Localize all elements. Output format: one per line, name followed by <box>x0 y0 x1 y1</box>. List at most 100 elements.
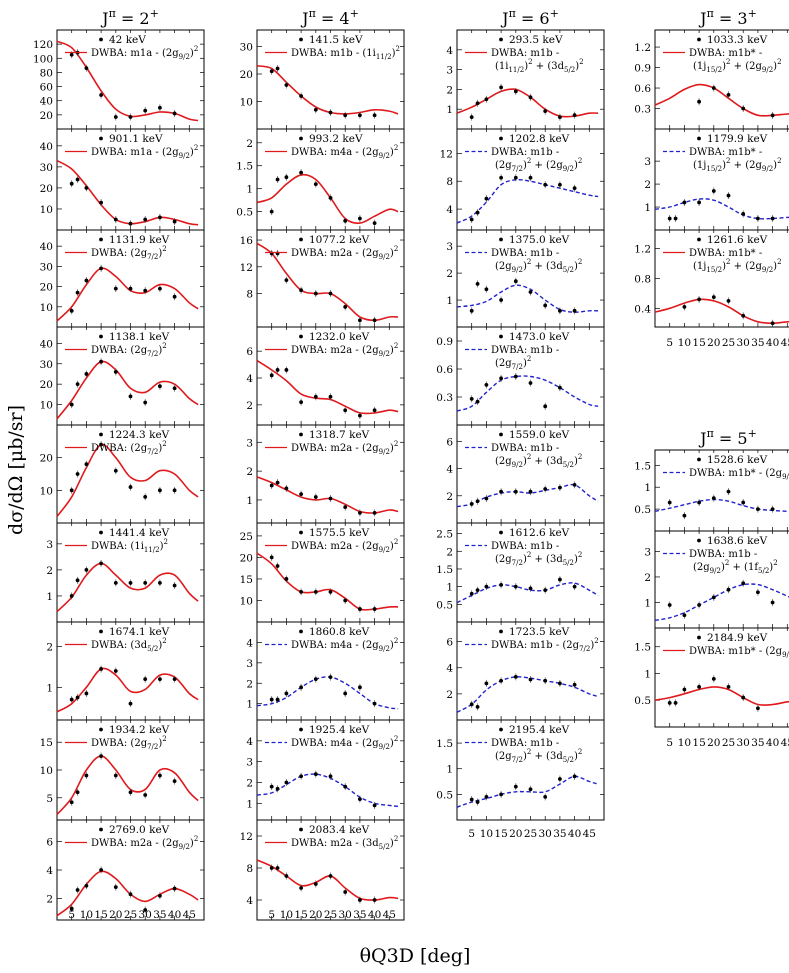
legend-dot <box>99 530 103 535</box>
x-tick-label: 10 <box>678 337 691 349</box>
fit-curve <box>56 360 199 420</box>
legend-dot <box>697 237 701 242</box>
model-label: DWBA: m1b* - (2g9/2)2 <box>689 465 789 481</box>
model-label: DWBA: m2a - (2g9/2)2 <box>291 342 398 358</box>
fit-curve <box>456 775 599 808</box>
data-point <box>726 193 731 198</box>
x-tick-label: 10 <box>80 909 93 921</box>
data-point <box>113 669 118 673</box>
model-label: DWBA: m2a - (2g9/2)2 <box>91 835 198 851</box>
data-point <box>313 394 318 399</box>
data-point <box>158 893 162 898</box>
data-point <box>269 69 274 74</box>
data-point <box>299 886 303 890</box>
y-tick-label: 20 <box>40 110 53 122</box>
y-tick-label: 20 <box>240 69 253 81</box>
y-tick-label: 12 <box>240 262 253 274</box>
x-tick-label: 40 <box>168 909 181 921</box>
data-point <box>682 687 687 692</box>
data-point <box>572 774 577 779</box>
model-label: DWBA: m1b - (1i11/2)2 <box>291 45 400 61</box>
y-tick-label: 1 <box>644 482 651 494</box>
data-point <box>113 115 118 119</box>
y-tick-label: 4 <box>246 736 253 748</box>
data-point <box>484 97 489 102</box>
data-point <box>284 486 289 491</box>
data-point <box>741 500 746 505</box>
data-point <box>513 89 518 94</box>
data-point <box>528 677 533 682</box>
y-tick-label: 20 <box>40 282 53 294</box>
y-tick-label: 4 <box>446 204 453 216</box>
x-tick-label: 30 <box>737 337 750 349</box>
data-point <box>143 908 148 912</box>
data-point <box>269 483 274 488</box>
model-label: DWBA: m1b* - (2g9/2)2 <box>689 643 789 659</box>
y-tick-label: 1 <box>246 798 253 810</box>
data-point <box>756 507 760 512</box>
data-point <box>697 200 701 205</box>
data-point <box>484 795 489 799</box>
data-point <box>158 286 162 291</box>
y-tick-label: 3 <box>46 539 53 551</box>
legend-dot <box>99 629 103 634</box>
data-point <box>284 368 289 372</box>
data-point <box>682 304 687 309</box>
energy-label: 1179.9 keV <box>707 133 768 145</box>
x-tick-label: 5 <box>268 909 275 921</box>
data-point <box>558 182 562 187</box>
y-tick-label: 2 <box>246 400 253 412</box>
model-label: (2g7/2)2 <box>495 355 531 371</box>
panel: 1 2 3 1375.0 keV DWBA: m1b -(2g9/2)2 + (3d5/… <box>446 229 605 328</box>
energy-label: 1612.6 keV <box>509 527 570 539</box>
data-point <box>484 496 489 501</box>
data-point <box>299 400 303 405</box>
data-point <box>770 507 775 512</box>
y-tick-label: 0.4 <box>634 303 651 315</box>
data-point <box>499 85 503 90</box>
data-point <box>711 595 716 600</box>
y-tick-label: 3 <box>644 156 651 168</box>
data-point <box>343 598 348 603</box>
y-tick-label: 4 <box>446 663 453 675</box>
data-point <box>343 408 348 413</box>
legend-dot <box>499 37 503 42</box>
model-label: (2g9/2)2 + (3d5/2)2 <box>495 258 582 274</box>
y-tick-label: 3 <box>644 546 651 558</box>
x-tick-label: 45 <box>583 828 596 840</box>
x-tick-label: 20 <box>109 909 122 921</box>
data-point <box>99 667 103 671</box>
y-tick-label: 1 <box>644 597 651 609</box>
y-tick-label: 4 <box>446 464 453 476</box>
x-tick-label: 5 <box>468 828 475 840</box>
data-point <box>313 589 318 594</box>
data-point <box>172 386 177 391</box>
energy-label: 901.1 keV <box>109 133 163 145</box>
y-tick-label: 1 <box>644 202 651 214</box>
fit-curve <box>654 198 789 220</box>
y-tick-label: 4 <box>446 45 453 57</box>
data-point <box>682 613 687 618</box>
y-tick-label: 4 <box>246 373 253 385</box>
y-tick-label: 0.5 <box>436 789 453 801</box>
data-point <box>128 581 133 585</box>
data-point <box>770 600 775 605</box>
energy-label: 293.5 keV <box>509 34 563 46</box>
fit-curve <box>56 562 199 613</box>
data-point <box>372 898 377 902</box>
y-tick-label: 120 <box>33 39 53 51</box>
fit-curve <box>456 582 599 604</box>
y-tick-label: 1 <box>446 582 453 594</box>
data-point <box>499 792 503 797</box>
data-point <box>475 499 480 504</box>
data-point <box>682 200 687 205</box>
x-tick-label: 5 <box>68 909 75 921</box>
data-point <box>726 587 731 592</box>
y-tick-label: 2.5 <box>436 529 453 541</box>
y-tick-label: 1 <box>246 495 253 507</box>
legend-dot <box>299 334 303 339</box>
